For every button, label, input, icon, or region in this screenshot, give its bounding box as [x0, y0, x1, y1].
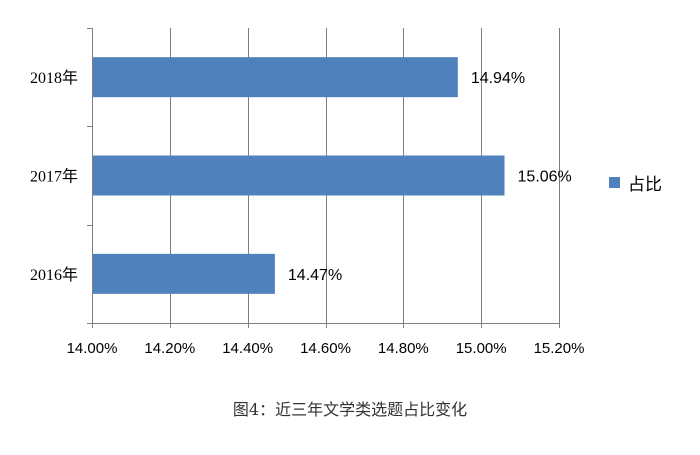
- data-label: 14.47%: [288, 267, 342, 284]
- x-tick-label: 14.00%: [67, 340, 118, 357]
- category-label: 2016年: [30, 266, 78, 284]
- x-tick-label: 14.60%: [300, 340, 351, 357]
- data-label: 14.94%: [471, 70, 525, 87]
- category-label: 2018年: [30, 69, 78, 87]
- category-labels: 2016年 2017年 2018年: [30, 69, 78, 284]
- data-labels: 14.47% 15.06% 14.94%: [288, 70, 572, 284]
- bar: [93, 57, 458, 98]
- bar: [93, 155, 505, 196]
- x-tick-labels: 14.00% 14.20% 14.40% 14.60% 14.80% 15.00% 15.2…: [67, 340, 585, 357]
- legend: 占比: [609, 175, 662, 195]
- data-label: 15.06%: [518, 169, 572, 186]
- legend-swatch: [609, 177, 620, 188]
- bar: [93, 253, 275, 294]
- category-label: 2017年: [30, 168, 78, 186]
- axes: [87, 28, 560, 328]
- x-tick-label: 15.20%: [534, 340, 585, 357]
- bars: [93, 57, 505, 294]
- figure-caption: 图4：近三年文学类选题占比变化: [232, 400, 468, 419]
- x-tick-label: 15.00%: [456, 340, 507, 357]
- x-tick-label: 14.40%: [222, 340, 273, 357]
- legend-label: 占比: [628, 175, 662, 195]
- x-tick-label: 14.20%: [144, 340, 195, 357]
- x-tick-label: 14.80%: [378, 340, 429, 357]
